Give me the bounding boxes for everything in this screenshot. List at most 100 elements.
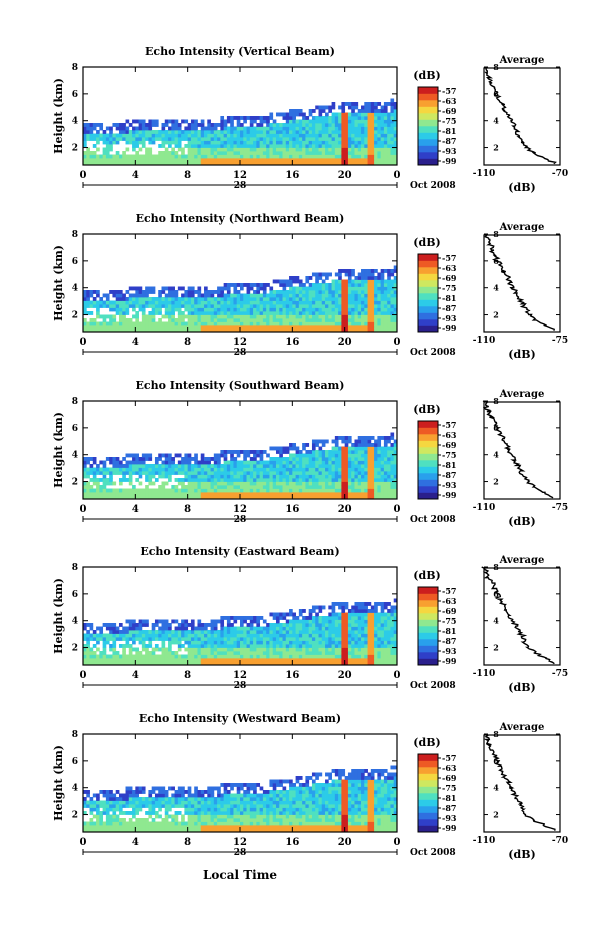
heatmap-cell: [285, 130, 290, 134]
heatmap-cell: [207, 151, 211, 155]
heatmap-cell: [151, 651, 156, 655]
heatmap-cell: [357, 485, 362, 489]
heatmap-cell: [351, 495, 355, 500]
heatmap-cell: [387, 272, 391, 277]
heatmap-cell: [289, 443, 293, 447]
heatmap-cell: [328, 637, 332, 641]
heatmap-cell: [308, 623, 313, 627]
heatmap-cell: [148, 640, 153, 645]
heatmap-cell: [387, 446, 391, 451]
heatmap-cell: [253, 137, 257, 141]
heatmap-cell: [118, 481, 123, 486]
heatmap-cell: [370, 286, 375, 291]
heatmap-cell: [393, 151, 398, 155]
heatmap-cell: [305, 290, 310, 294]
heatmap-cell: [269, 644, 274, 648]
heatmap-cell: [357, 293, 362, 298]
heatmap-cell: [197, 623, 202, 627]
heatmap-cell: [380, 446, 385, 451]
heatmap-cell: [184, 133, 189, 138]
colorbar-swatch: [418, 440, 438, 448]
heatmap-cell: [302, 446, 306, 451]
heatmap-cell: [194, 147, 198, 152]
heatmap-cell: [226, 151, 231, 155]
heatmap-cell: [305, 460, 310, 465]
heatmap-cell: [321, 151, 326, 155]
heatmap-cell: [226, 161, 231, 166]
heatmap-cell: [148, 464, 153, 468]
heatmap-cell: [269, 661, 274, 666]
heatmap-cell: [321, 272, 326, 277]
heatmap-cell: [181, 488, 185, 493]
heatmap-cell: [390, 269, 395, 273]
heatmap-cell: [236, 300, 241, 305]
heatmap-cell: [102, 314, 107, 319]
heatmap-cell: [184, 325, 189, 329]
heatmap-cell: [374, 471, 378, 475]
heatmap-cell: [383, 446, 388, 451]
heatmap-cell: [256, 307, 261, 312]
heatmap-cell: [272, 314, 277, 319]
heatmap-cell: [86, 321, 90, 326]
heatmap-cell: [325, 453, 329, 458]
heatmap-cell: [158, 158, 162, 162]
heatmap-cell: [187, 467, 192, 472]
heatmap-cell: [161, 325, 166, 329]
heatmap-cell: [318, 158, 323, 162]
heatmap-cell: [135, 297, 140, 301]
heatmap-cell: [334, 112, 339, 117]
heatmap-cell: [243, 633, 247, 638]
colorbar-swatch: [418, 145, 438, 153]
heatmap-cell: [377, 453, 382, 458]
heatmap-cell: [125, 318, 130, 322]
heatmap-cell: [282, 647, 287, 652]
heatmap-cell: [151, 325, 156, 329]
heatmap-cell: [141, 492, 146, 496]
panel-2: Echo Intensity (Northward Beam)0 4 8 12 16 20…: [52, 212, 568, 361]
heatmap-cell: [236, 304, 241, 308]
heatmap-cell: [259, 633, 264, 638]
heatmap-cell: [122, 318, 126, 322]
heatmap-cell: [256, 658, 261, 662]
heatmap-cell: [181, 492, 185, 496]
heatmap-cell: [161, 151, 166, 155]
heatmap-cell: [285, 485, 290, 489]
heatmap-cell: [390, 457, 395, 461]
heatmap-cell: [233, 471, 238, 475]
heatmap-cell: [380, 481, 385, 486]
heatmap-cell: [341, 102, 346, 106]
heatmap-cell: [259, 283, 264, 287]
heatmap-cell: [236, 661, 241, 666]
heatmap-cell: [361, 474, 365, 479]
heatmap-cell: [197, 133, 202, 138]
heatmap-cell: [213, 154, 218, 159]
heatmap-cell: [220, 450, 225, 454]
colorbar-unit: (dB): [413, 236, 440, 249]
heatmap-cell: [341, 119, 346, 124]
heatmap-cell: [243, 318, 247, 322]
heatmap-cell: [344, 119, 349, 124]
heatmap-cell: [246, 140, 251, 145]
heatmap-cell: [262, 485, 267, 489]
heatmap-cell: [187, 304, 192, 308]
heatmap-cell: [364, 140, 368, 145]
heatmap-cell: [315, 605, 319, 610]
heatmap-cell: [311, 460, 316, 465]
heatmap-cell: [269, 630, 274, 634]
heatmap-cell: [190, 654, 195, 659]
heatmap-cell: [128, 633, 133, 638]
heatmap-cell: [217, 158, 221, 162]
heatmap-cell: [374, 474, 378, 479]
heatmap-cell: [249, 147, 254, 152]
heatmap-cell: [168, 328, 172, 333]
heatmap-cell: [354, 439, 359, 444]
heatmap-cell: [184, 658, 189, 662]
heatmap-cell: [151, 133, 156, 138]
heatmap-cell: [364, 318, 368, 322]
heatmap-cell: [351, 112, 355, 117]
heatmap-cell: [132, 304, 136, 308]
heatmap-cell: [141, 154, 146, 159]
heatmap-cell: [295, 140, 300, 145]
heatmap-cell: [347, 272, 352, 277]
heatmap-cell: [125, 658, 130, 662]
